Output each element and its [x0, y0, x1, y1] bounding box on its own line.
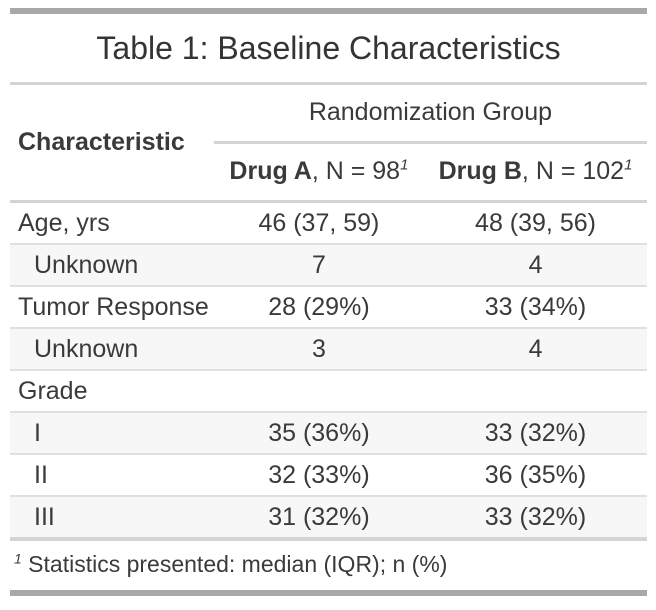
drug-b-name: Drug B — [438, 157, 522, 185]
cell-drug-a: 7 — [213, 244, 425, 287]
cell-drug-b: 33 (32%) — [424, 412, 647, 455]
row-label: Unknown — [10, 244, 214, 287]
randomization-group-spanner: Randomization Group — [213, 85, 647, 144]
drug-b-n: , N = 102 — [521, 157, 625, 185]
footnote-marker: 1 — [14, 550, 22, 567]
cell-drug-a: 31 (32%) — [268, 502, 370, 531]
table-row: Age, yrs 46 (37, 59) 48 (39, 56) — [10, 201, 647, 245]
cell-drug-b: 4 — [424, 328, 647, 371]
table-bottom-border — [10, 590, 647, 596]
cell-drug-b: 48 (39, 56) — [424, 201, 647, 245]
table-row: III 31 (32%) 33 (32%) — [10, 496, 647, 537]
baseline-characteristics-table: Characteristic Randomization Group Drug … — [10, 85, 647, 537]
cell-drug-a: 28 (29%) — [213, 286, 425, 329]
row-label: II — [10, 454, 214, 497]
table-row: Unknown 7 4 — [10, 244, 647, 287]
footnote-text: Statistics presented: median (IQR); n (%… — [21, 551, 448, 577]
row-label: III — [34, 502, 55, 531]
table-title: Table 1: Baseline Characteristics — [10, 14, 647, 85]
cell-drug-a — [213, 370, 425, 413]
cell-drug-b: 33 (34%) — [424, 286, 647, 329]
table-row: Unknown 3 4 — [10, 328, 647, 371]
table-row: II 32 (33%) 36 (35%) — [10, 454, 647, 497]
cell-drug-b — [424, 370, 647, 413]
cell-drug-a: 3 — [213, 328, 425, 371]
cell-drug-b: 36 (35%) — [424, 454, 647, 497]
cell-drug-a: 35 (36%) — [213, 412, 425, 455]
drug-a-n: , N = 98 — [311, 157, 401, 185]
cell-drug-a: 46 (37, 59) — [213, 201, 425, 245]
table-header: Characteristic Randomization Group Drug … — [10, 85, 647, 203]
drug-a-name: Drug A — [229, 157, 312, 185]
table-top-border — [10, 8, 647, 14]
column-header-drug-a: Drug A, N = 981 — [213, 142, 425, 203]
table-footnote: 1 Statistics presented: median (IQR); n … — [10, 537, 647, 590]
column-header-drug-b: Drug B, N = 1021 — [424, 142, 647, 203]
table-row: Tumor Response 28 (29%) 33 (34%) — [10, 286, 647, 329]
spanner-row: Characteristic Randomization Group — [10, 85, 647, 203]
footnote-marker: 1 — [624, 156, 633, 174]
column-header-row: Drug A, N = 981 Drug B, N = 1021 — [10, 142, 647, 203]
row-label: I — [10, 412, 214, 455]
cell-drug-b: 33 (32%) — [484, 502, 587, 531]
table-row: Grade — [10, 370, 647, 413]
characteristic-header: Characteristic — [10, 85, 214, 203]
row-label: Tumor Response — [10, 286, 214, 329]
footnote-marker: 1 — [400, 156, 409, 174]
cell-drug-b: 4 — [424, 244, 647, 287]
cell-drug-a: 32 (33%) — [213, 454, 425, 497]
table-row: I 35 (36%) 33 (32%) — [10, 412, 647, 455]
row-label: Grade — [10, 370, 214, 413]
row-label: Unknown — [10, 328, 214, 371]
row-label: Age, yrs — [10, 201, 214, 245]
table-body: Age, yrs 46 (37, 59) 48 (39, 56) Unknown… — [10, 201, 647, 537]
